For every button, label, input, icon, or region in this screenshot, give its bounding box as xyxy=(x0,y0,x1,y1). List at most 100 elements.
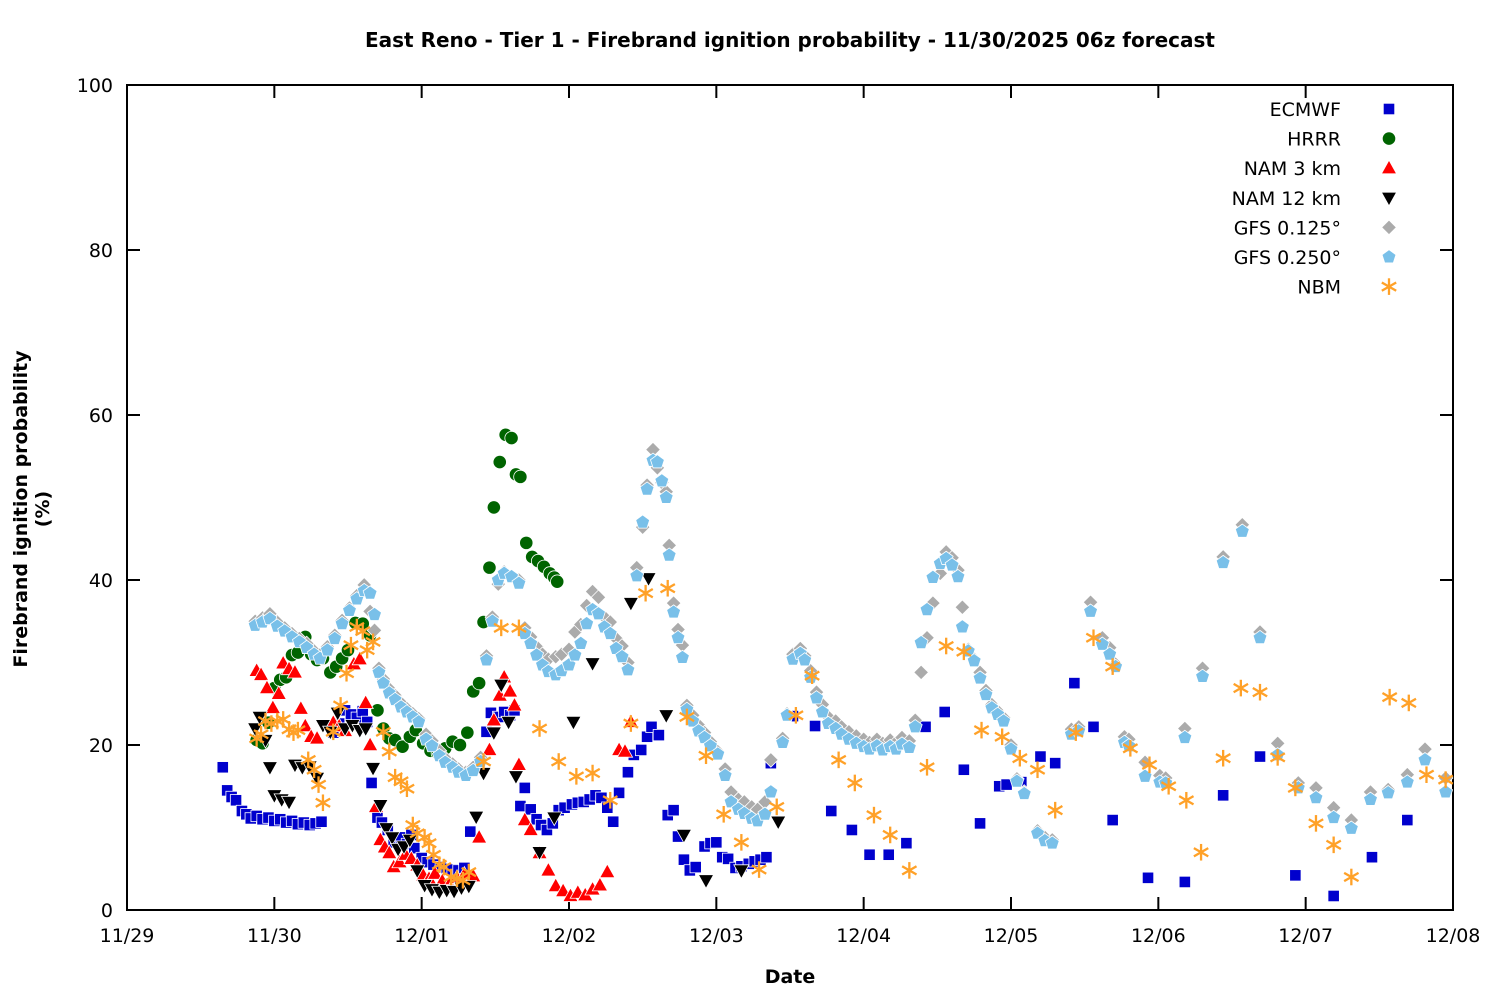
data-point-nam-12-km xyxy=(408,864,426,880)
x-tick-label: 12/07 xyxy=(1278,925,1333,947)
y-tick-label: 40 xyxy=(89,570,113,592)
data-point-gfs-0-250- xyxy=(1399,774,1415,789)
data-point-nam-12-km xyxy=(378,822,395,838)
data-point-gfs-0-250- xyxy=(1438,784,1454,799)
data-point-ecmwf xyxy=(882,848,895,861)
data-point-nam-3-km xyxy=(258,679,276,695)
data-point-gfs-0-250- xyxy=(919,601,935,617)
data-point-nam-3-km xyxy=(547,877,565,893)
data-point-gfs-0-250- xyxy=(567,647,583,662)
data-point-nbm xyxy=(325,726,342,737)
data-point-nbm xyxy=(659,583,676,594)
data-point-nbm xyxy=(1178,795,1195,806)
data-point-nbm xyxy=(1160,781,1177,792)
data-point-nbm xyxy=(300,754,316,765)
data-point-gfs-0-250- xyxy=(639,481,655,496)
data-point-nam-12-km xyxy=(531,846,548,862)
data-point-nam-3-km xyxy=(361,736,379,751)
data-point-nbm xyxy=(1308,818,1324,829)
data-point-ecmwf xyxy=(689,861,702,874)
data-point-gfs-0-250- xyxy=(978,686,994,701)
data-point-gfs-0-250- xyxy=(907,719,923,734)
data-point-nam-3-km xyxy=(485,711,503,727)
data-point-nbm xyxy=(1029,764,1046,775)
data-point-nbm xyxy=(1381,692,1398,703)
data-point-nam-12-km xyxy=(280,795,298,811)
data-point-gfs-0-250- xyxy=(654,473,670,488)
data-point-gfs-0-250- xyxy=(602,625,618,640)
data-point-nbm xyxy=(1401,697,1417,709)
data-point-ecmwf xyxy=(315,815,328,828)
data-point-gfs-0-250- xyxy=(579,615,595,631)
y-tick-label: 0 xyxy=(101,900,113,922)
data-point-ecmwf xyxy=(621,766,635,779)
legend-marker-ecmwf xyxy=(1382,102,1396,116)
data-point-ecmwf xyxy=(1178,875,1191,889)
data-point-ecmwf xyxy=(652,729,665,742)
data-point-gfs-0-250- xyxy=(661,547,677,562)
data-point-nbm xyxy=(866,809,882,821)
data-point-nam-12-km xyxy=(492,678,510,694)
data-point-gfs-0-250- xyxy=(950,568,966,584)
data-point-ecmwf xyxy=(1068,677,1081,690)
data-point-ecmwf xyxy=(635,743,648,757)
data-point-nam-12-km xyxy=(697,874,715,890)
data-point-nbm xyxy=(1287,782,1304,794)
data-point-ecmwf xyxy=(1034,750,1047,763)
data-point-nbm xyxy=(493,622,509,633)
data-point-hrrr xyxy=(519,535,534,550)
legend-label-hrrr: HRRR xyxy=(1287,129,1341,151)
legend-marker-gfs-0-125- xyxy=(1381,219,1397,236)
data-point-gfs-0-250- xyxy=(1195,668,1210,683)
data-point-nbm xyxy=(421,838,437,849)
data-point-nam-3-km xyxy=(357,694,374,709)
data-point-ecmwf xyxy=(900,837,913,850)
data-point-gfs-0-250- xyxy=(658,489,674,504)
data-point-nbm xyxy=(511,622,527,633)
data-point-gfs-0-250- xyxy=(809,690,824,705)
data-point-nbm xyxy=(994,731,1010,742)
data-point-nam-12-km xyxy=(383,831,401,847)
data-point-nam-3-km xyxy=(270,685,288,700)
data-point-gfs-0-250- xyxy=(925,569,941,584)
legend-marker-nbm xyxy=(1381,281,1397,292)
data-point-nbm xyxy=(393,776,409,787)
data-point-nbm xyxy=(715,809,732,820)
data-point-gfs-0-250- xyxy=(629,568,645,583)
data-point-ecmwf xyxy=(607,815,620,828)
legend-label-ecmwf: ECMWF xyxy=(1270,99,1341,121)
data-point-nbm xyxy=(602,795,619,806)
data-point-nbm xyxy=(436,861,452,873)
data-point-hrrr xyxy=(482,560,497,575)
data-point-ecmwf xyxy=(973,817,987,830)
data-point-nam-3-km xyxy=(470,828,488,844)
data-point-gfs-0-250- xyxy=(367,606,382,621)
data-point-gfs-0-250- xyxy=(966,653,982,668)
data-point-nbm xyxy=(425,849,442,860)
data-point-nbm xyxy=(679,711,695,723)
data-point-nbm xyxy=(1215,753,1231,764)
data-point-gfs-0-250- xyxy=(1044,835,1060,850)
data-point-ecmwf xyxy=(760,851,773,864)
data-point-nam-3-km xyxy=(351,650,369,666)
data-point-hrrr xyxy=(513,469,528,484)
data-point-gfs-0-250- xyxy=(342,602,357,617)
data-point-ecmwf xyxy=(825,804,838,818)
data-point-nbm xyxy=(938,640,954,652)
data-point-nam-3-km xyxy=(516,811,534,827)
data-point-ecmwf xyxy=(1049,757,1062,770)
data-point-gfs-0-250- xyxy=(1234,523,1250,538)
x-tick-label: 12/06 xyxy=(1131,925,1186,947)
legend-label-gfs-0-125-: GFS 0.125° xyxy=(1234,217,1341,239)
data-point-ecmwf xyxy=(845,823,858,837)
data-point-gfs-0-250- xyxy=(375,675,391,690)
data-point-nam-12-km xyxy=(640,572,657,588)
data-point-nam-12-km xyxy=(675,828,693,844)
data-point-hrrr xyxy=(452,737,468,753)
y-tick-label: 60 xyxy=(89,405,113,427)
data-point-gfs-0-250- xyxy=(763,784,779,799)
data-point-gfs-0-250- xyxy=(1083,603,1098,618)
x-tick-label: 12/02 xyxy=(542,925,597,947)
data-point-gfs-0-125- xyxy=(762,751,779,768)
